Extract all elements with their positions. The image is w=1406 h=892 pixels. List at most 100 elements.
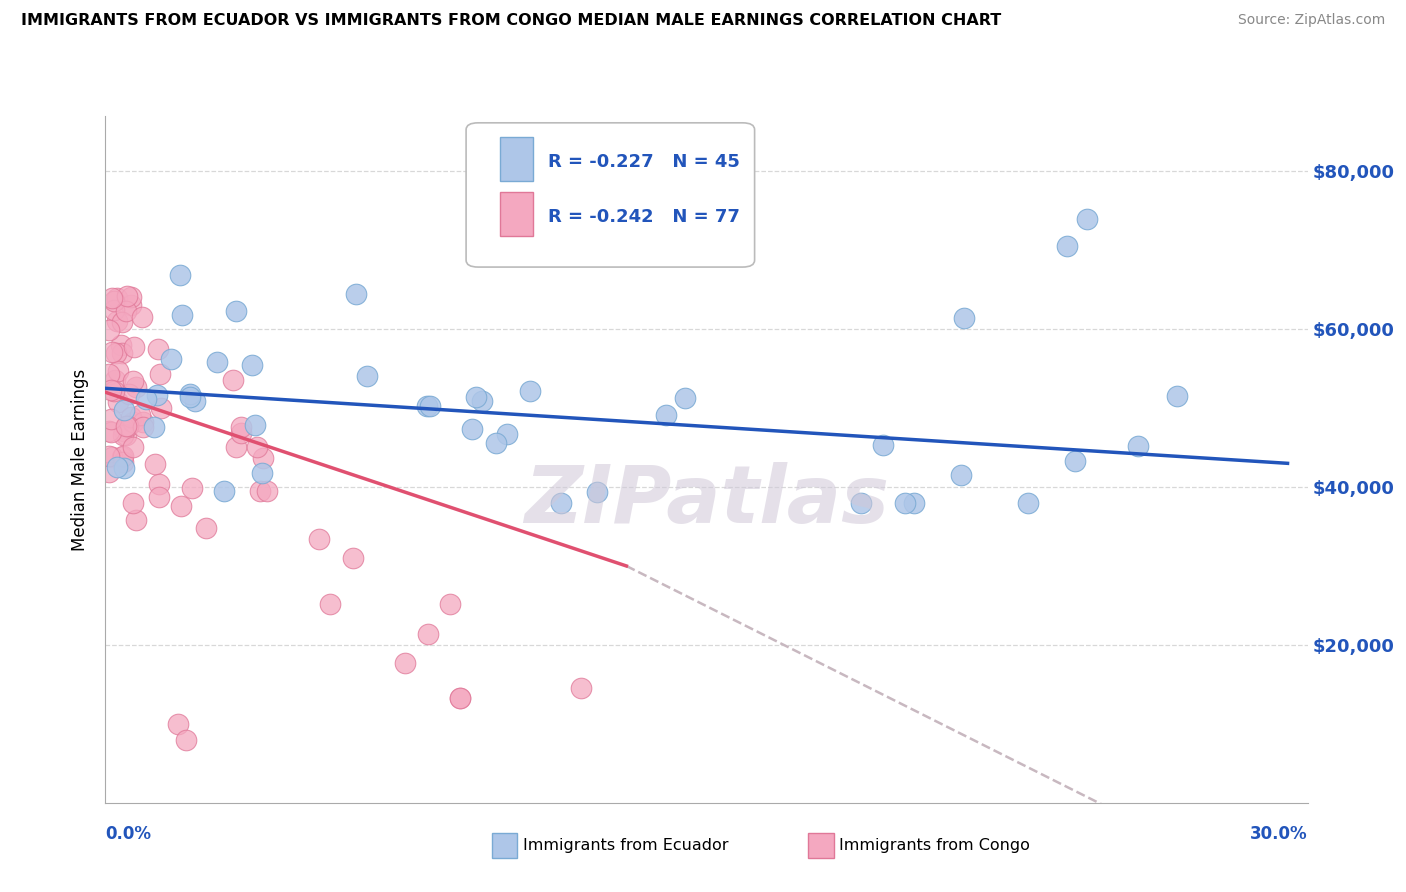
Point xyxy=(1076,211,1098,226)
Point xyxy=(112,449,135,463)
Point xyxy=(117,386,139,401)
Point xyxy=(475,203,498,218)
Text: 30.0%: 30.0% xyxy=(1250,825,1308,843)
Point xyxy=(416,626,439,640)
Point xyxy=(344,287,367,301)
Point xyxy=(318,597,340,611)
Point xyxy=(439,597,461,611)
Point xyxy=(120,410,142,425)
Point xyxy=(117,419,139,434)
Point xyxy=(471,393,494,408)
Point xyxy=(252,467,274,481)
Point xyxy=(148,476,170,491)
Point xyxy=(122,340,145,354)
FancyBboxPatch shape xyxy=(499,136,533,181)
Point xyxy=(252,451,274,466)
Text: R = -0.242   N = 77: R = -0.242 N = 77 xyxy=(548,208,740,226)
Point xyxy=(107,395,129,409)
Point xyxy=(115,304,138,318)
Point xyxy=(449,690,471,705)
Point xyxy=(129,408,152,422)
Point xyxy=(148,490,170,504)
Point xyxy=(519,384,541,399)
Point xyxy=(419,399,441,413)
Point xyxy=(122,416,145,430)
Point xyxy=(166,716,188,731)
Text: R = -0.227   N = 45: R = -0.227 N = 45 xyxy=(548,153,740,171)
Point xyxy=(121,440,143,454)
Point xyxy=(101,291,124,305)
Point xyxy=(953,311,976,326)
Point xyxy=(105,459,128,474)
Point xyxy=(1064,454,1087,468)
Point xyxy=(872,438,894,452)
Point xyxy=(1126,439,1149,453)
Point xyxy=(107,314,129,328)
Point xyxy=(135,392,157,407)
Text: Immigrants from Congo: Immigrants from Congo xyxy=(839,838,1031,853)
Point xyxy=(222,373,245,387)
Point xyxy=(194,521,217,535)
Point xyxy=(1056,239,1078,253)
Point xyxy=(231,425,253,440)
Point xyxy=(181,481,204,495)
Text: ZIPatlas: ZIPatlas xyxy=(524,461,889,540)
Text: IMMIGRANTS FROM ECUADOR VS IMMIGRANTS FROM CONGO MEDIAN MALE EARNINGS CORRELATIO: IMMIGRANTS FROM ECUADOR VS IMMIGRANTS FR… xyxy=(21,13,1001,29)
Point xyxy=(245,418,267,433)
Point xyxy=(98,322,121,336)
Point xyxy=(143,457,166,471)
Point xyxy=(132,415,155,429)
Point xyxy=(160,351,183,366)
Point xyxy=(103,384,125,398)
Point xyxy=(143,419,166,434)
Point xyxy=(107,364,129,378)
Point xyxy=(485,436,508,450)
Point xyxy=(110,315,132,329)
Point xyxy=(101,450,124,465)
Point xyxy=(673,391,696,405)
Point xyxy=(114,418,136,433)
Point xyxy=(112,427,135,442)
Point xyxy=(225,440,247,454)
Point xyxy=(149,401,172,416)
Point xyxy=(655,408,678,422)
Point xyxy=(115,289,138,303)
Point xyxy=(205,355,228,369)
Point xyxy=(212,484,235,499)
Point xyxy=(416,399,439,413)
Point xyxy=(1017,496,1039,510)
Point xyxy=(103,293,125,308)
Point xyxy=(111,455,134,469)
Point xyxy=(174,732,197,747)
Point xyxy=(114,460,136,475)
Point xyxy=(100,425,122,439)
Point xyxy=(132,420,155,434)
Point xyxy=(110,338,132,352)
Point xyxy=(100,412,122,426)
Point xyxy=(169,268,191,282)
Point xyxy=(585,485,607,500)
Y-axis label: Median Male Earnings: Median Male Earnings xyxy=(72,368,90,550)
Point xyxy=(184,393,207,408)
Point xyxy=(342,551,364,566)
Point xyxy=(229,419,252,434)
Point xyxy=(146,388,169,402)
Point xyxy=(256,483,278,498)
Point xyxy=(98,466,121,480)
Point xyxy=(125,380,148,394)
Point xyxy=(107,291,129,305)
Point xyxy=(1166,389,1188,403)
Point xyxy=(98,367,121,381)
Point xyxy=(550,496,572,510)
Point xyxy=(111,346,134,360)
Point xyxy=(461,422,484,436)
Point xyxy=(569,681,592,696)
Point xyxy=(103,303,125,318)
Point xyxy=(225,303,247,318)
Point xyxy=(903,496,925,510)
Point xyxy=(125,513,148,527)
Point xyxy=(120,298,142,312)
FancyBboxPatch shape xyxy=(465,123,755,267)
Point xyxy=(172,309,194,323)
Point xyxy=(100,383,122,397)
